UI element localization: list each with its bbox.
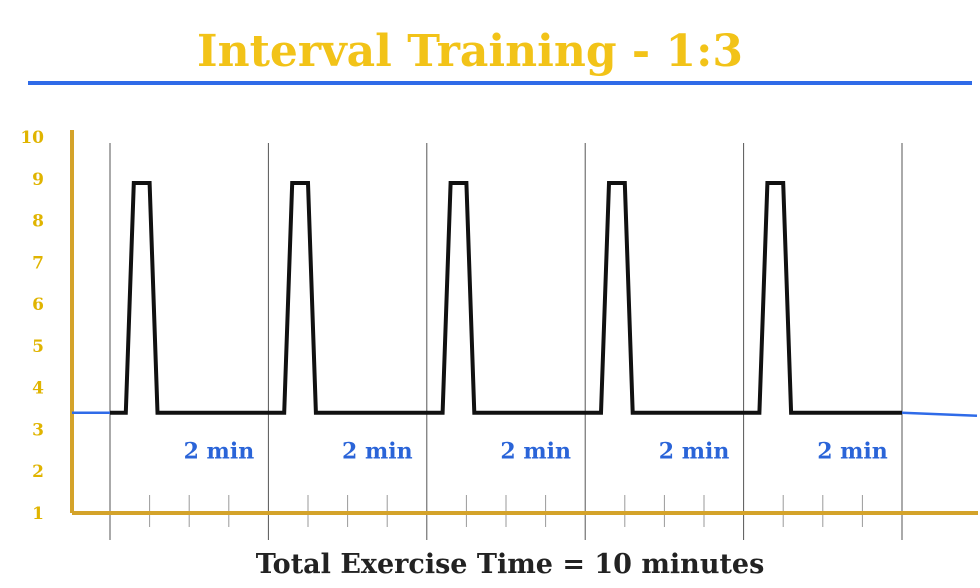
chart-title: Interval Training - 1:3 (197, 26, 743, 77)
segment-label: 2 min (659, 439, 730, 465)
segment-label: 2 min (342, 439, 413, 465)
interval-dividers (109, 143, 903, 540)
segment-label: 2 min (500, 439, 571, 465)
intensity-line (110, 181, 902, 415)
y-tick-label: 10 (20, 128, 44, 148)
total-time-caption: Total Exercise Time = 10 minutes (256, 549, 765, 580)
y-tick-label: 7 (32, 253, 44, 273)
y-tick-label: 8 (32, 212, 44, 232)
y-tick-label: 9 (32, 170, 44, 190)
y-tick-label: 1 (32, 504, 44, 524)
y-tick-label: 6 (32, 295, 44, 315)
y-tick-label: 5 (32, 337, 44, 357)
segment-label: 2 min (184, 439, 255, 465)
segment-labels: 2 min 2 min 2 min 2 min 2 min (184, 439, 888, 465)
segment-label: 2 min (817, 439, 888, 465)
y-tick-label: 4 (32, 379, 44, 399)
baseline-cooldown-line (901, 411, 978, 417)
y-tick-label: 2 (32, 462, 44, 482)
y-tick-label: 3 (32, 420, 44, 440)
y-axis-tick-labels: 1 2 3 4 5 6 7 8 9 10 (20, 128, 44, 524)
